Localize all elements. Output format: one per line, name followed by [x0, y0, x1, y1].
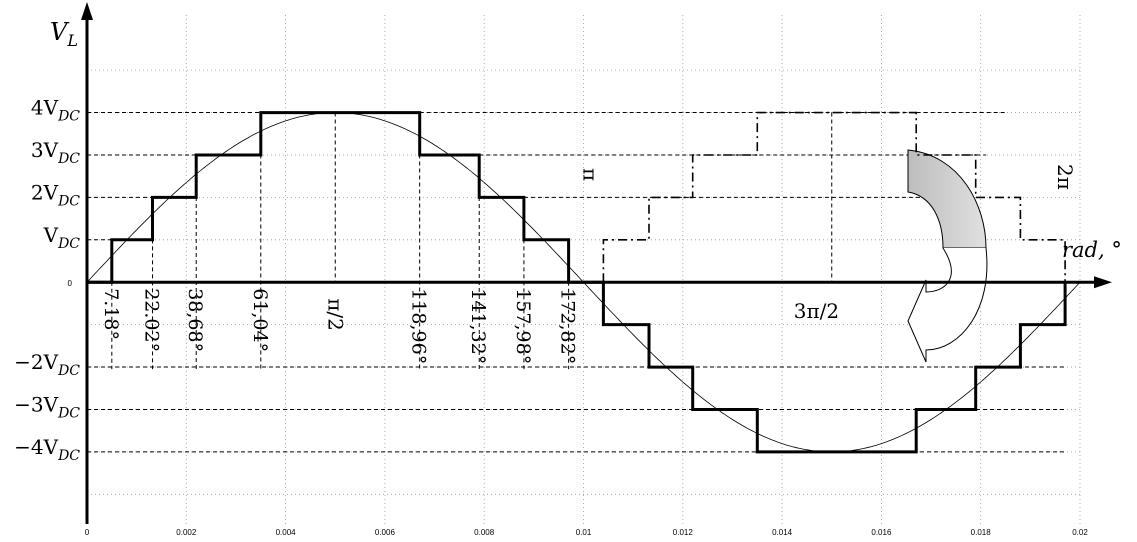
y-level-base: −3V — [14, 392, 58, 416]
arrow-shaded-head — [907, 149, 987, 249]
switching-angle-label: 141,32° — [467, 288, 489, 364]
y-level-label: 4VDC — [31, 96, 80, 125]
switching-angle-label: 38,68° — [184, 288, 206, 352]
y-level-label: −4VDC — [14, 435, 80, 464]
switching-angle-label: 7.18° — [100, 288, 122, 340]
switching-angle-label: 157,98° — [512, 288, 534, 364]
x-tick-labels: 0 0.002 0.004 0.006 0.008 0.01 0.012 0.014 0.016… — [85, 528, 1089, 537]
x-tick-label: 0.006 — [375, 528, 396, 537]
axes — [81, 2, 1112, 524]
x-axis-arrow — [1094, 276, 1112, 289]
y-level-sub: DC — [57, 151, 80, 167]
y-level-label: −3VDC — [14, 392, 80, 421]
y-level-base: 2V — [31, 180, 59, 204]
y-level-sub: DC — [57, 193, 80, 209]
phase-label: 2π — [1053, 164, 1077, 190]
x-tick-label: 0.002 — [176, 528, 197, 537]
x-tick-label: 0 — [85, 528, 90, 537]
y-level-label: VDC — [43, 223, 81, 252]
arrow-body — [907, 247, 988, 363]
circular-arrow-icon — [907, 149, 988, 363]
switching-angle-label: 22.02° — [141, 288, 163, 352]
x-tick-label: 0.014 — [772, 528, 793, 537]
switching-angle-label: 61,04° — [249, 288, 271, 352]
reference-lines — [87, 112, 1066, 453]
y-level-base: 4V — [31, 96, 59, 120]
y-level-label: 0 — [68, 279, 73, 288]
phase-label: π/2 — [323, 298, 347, 331]
dashdot-staircase-series — [602, 111, 1066, 283]
y-level-base: −2V — [14, 350, 58, 374]
x-tick-label: 0.012 — [673, 528, 694, 537]
y-level-base: 3V — [31, 138, 59, 162]
x-tick-label: 0.008 — [474, 528, 495, 537]
phase-label: π — [578, 168, 602, 181]
ylabel-sub: L — [66, 31, 78, 50]
phase-labels: π/2 3π/2 π 2π — [323, 164, 1077, 331]
x-tick-label: 0.016 — [871, 528, 892, 537]
y-level-label: 2VDC — [31, 180, 80, 209]
y-level-sub: DC — [57, 109, 80, 125]
y-level-sub: DC — [57, 405, 80, 421]
switching-angle-labels: 7.18° 22.02° 38,68° 61,04° 118,96° 141,32° 157… — [100, 288, 579, 364]
y-level-label: −2VDC — [14, 350, 80, 379]
x-tick-label: 0.02 — [1072, 528, 1088, 537]
x-tick-label: 0.01 — [576, 528, 592, 537]
y-level-sub: DC — [57, 363, 80, 379]
x-tick-label: 0.018 — [971, 528, 992, 537]
grid — [87, 15, 1081, 524]
x-tick-label: 0.004 — [276, 528, 297, 537]
y-level-label: 3VDC — [31, 138, 80, 167]
y-level-sub: DC — [57, 448, 80, 464]
y-level-sub: DC — [57, 236, 80, 252]
switching-angle-label: 118,96° — [408, 288, 430, 364]
x-axis-title: rad, ° — [1062, 238, 1122, 262]
y-axis-arrow — [81, 2, 93, 20]
switching-angle-label: 172,82° — [557, 288, 579, 364]
ylabel-main: V — [50, 18, 70, 46]
y-level-base: V — [43, 223, 59, 247]
phase-label: 3π/2 — [794, 299, 839, 323]
y-axis-title: VL — [50, 18, 78, 50]
y-level-base: −4V — [14, 435, 58, 459]
